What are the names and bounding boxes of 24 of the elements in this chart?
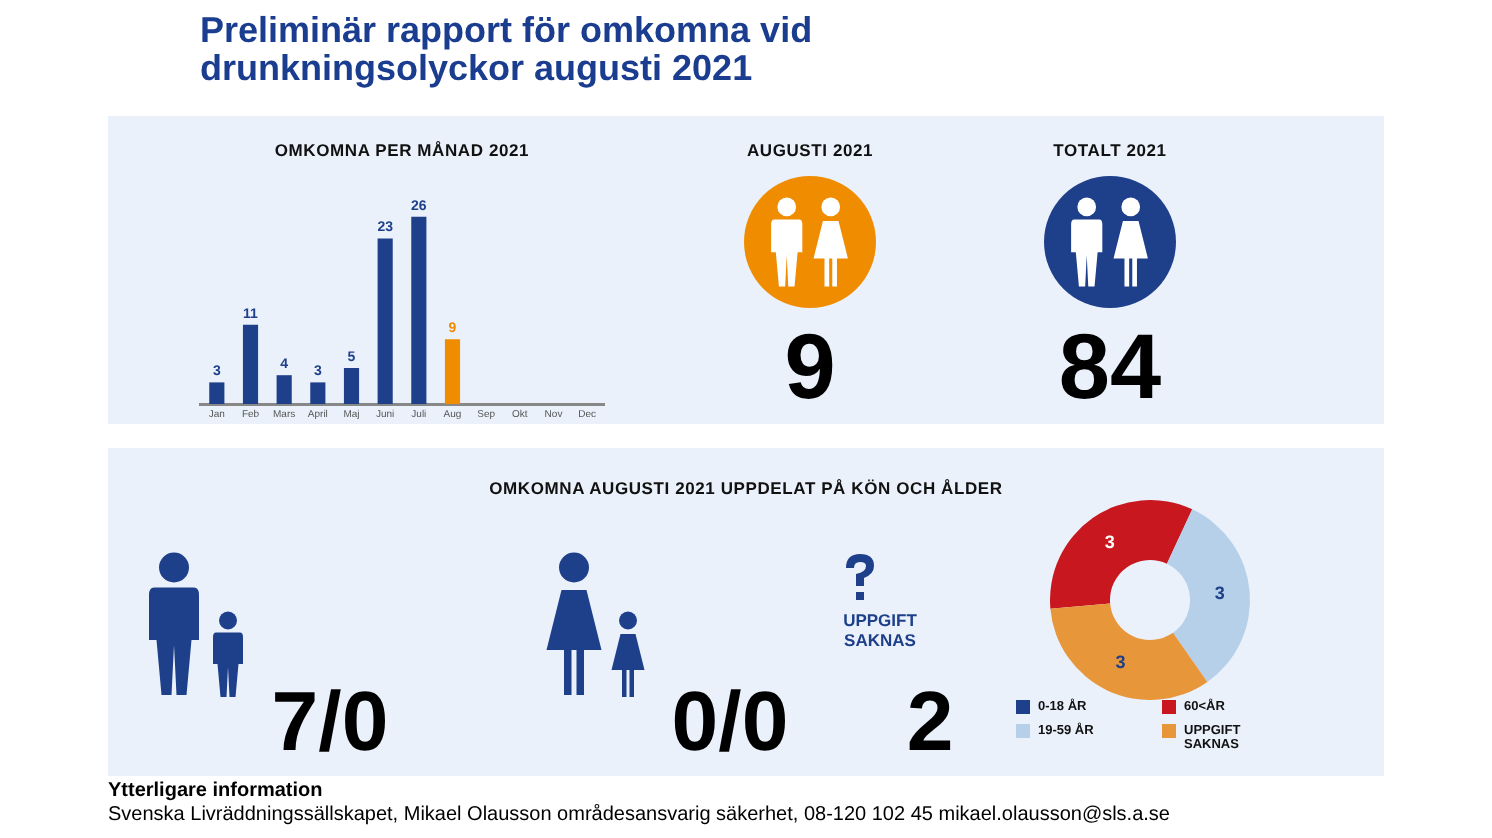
bar <box>276 375 292 404</box>
data-label: 3 <box>1214 582 1225 603</box>
bar <box>242 324 259 404</box>
bar <box>444 339 461 404</box>
text: 7/0 <box>269 674 391 768</box>
bar <box>209 382 225 404</box>
text: AUGUSTI 2021 <box>744 140 876 160</box>
text: Ytterligare information <box>108 780 325 804</box>
text: 2 <box>906 674 954 768</box>
text: OMKOMNA AUGUSTI 2021 UPPDELAT PÅ KÖN OCH ÅLDER <box>487 478 1005 498</box>
data-label: 3 <box>1115 652 1126 673</box>
bar <box>343 368 360 404</box>
text: 9 <box>782 314 838 418</box>
text: TOTALT 2021 <box>1051 140 1169 160</box>
bar <box>310 382 326 404</box>
data-label: 3 <box>1104 531 1115 552</box>
text: UPPGIFT SAKNAS <box>841 610 919 650</box>
text: 0/0 <box>669 674 791 768</box>
text: 84 <box>1056 314 1164 418</box>
text: Svenska Livräddningssällskapet, Mikael Olausson områdesansvarig säkerhet, 08-120 102 45 mikael.olausson@sls.a.se <box>108 804 1172 828</box>
bar <box>411 216 427 404</box>
chart-title: OMKOMNA PER MÅNAD 2021 <box>272 140 532 160</box>
text: Preliminär rapport för omkomna vid drunkningsolyckor augusti 2021 <box>200 10 815 88</box>
bar <box>377 238 393 404</box>
